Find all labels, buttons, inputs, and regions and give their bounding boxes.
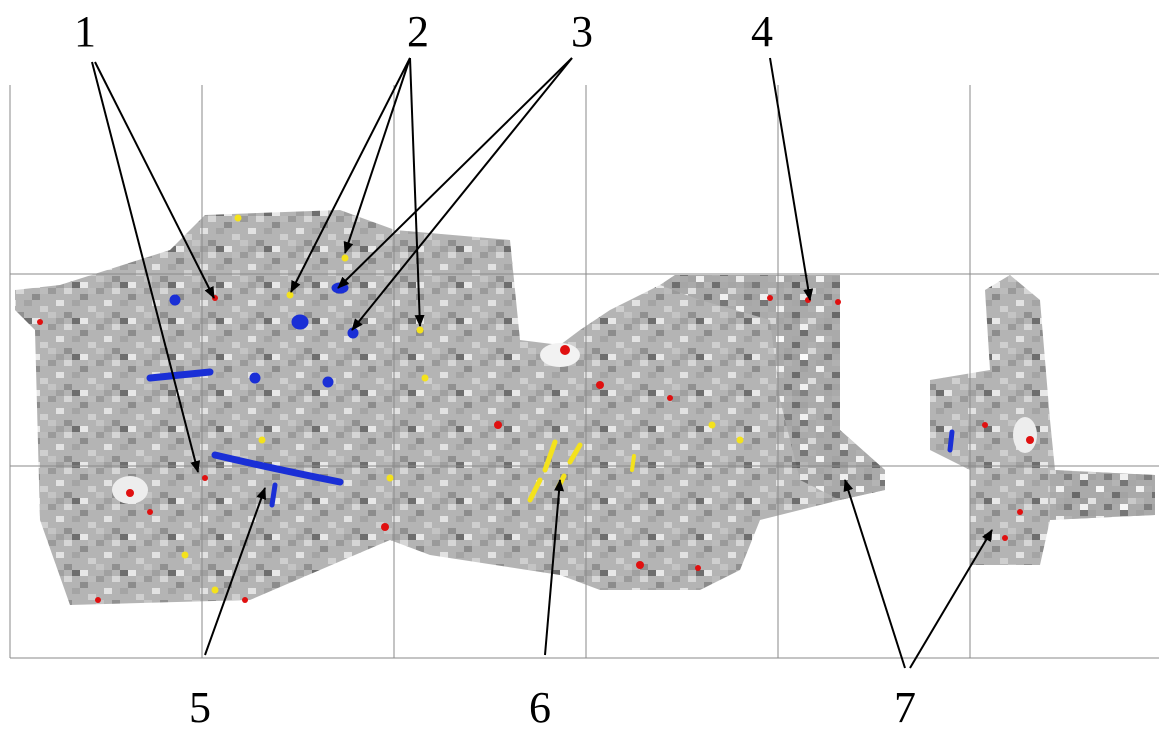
defect <box>291 314 309 330</box>
arrow <box>351 57 573 331</box>
callout-label: 6 <box>529 683 551 731</box>
defect <box>567 442 583 465</box>
defect <box>37 319 43 325</box>
callout-label: 3 <box>571 7 593 56</box>
defect <box>126 489 134 497</box>
defect <box>322 376 334 388</box>
arrow <box>909 529 993 669</box>
scan-edge <box>660 275 885 500</box>
arrow <box>337 57 573 289</box>
arrow <box>409 57 425 327</box>
defect <box>331 282 349 294</box>
defect <box>147 509 153 515</box>
defect <box>234 214 242 222</box>
defect <box>947 429 955 453</box>
defect <box>381 523 389 531</box>
void <box>540 343 580 367</box>
defect <box>181 551 189 559</box>
defect <box>286 291 294 299</box>
callout-label: 1 <box>74 7 96 56</box>
arrow <box>290 57 411 293</box>
scan-region <box>930 275 1155 565</box>
arrow <box>544 479 565 656</box>
callout-label: 2 <box>407 7 429 56</box>
defect <box>211 451 344 486</box>
callout-label: 5 <box>189 683 211 731</box>
defect <box>542 439 558 473</box>
defect <box>421 374 429 382</box>
callout-label: 7 <box>894 683 916 731</box>
defect <box>416 326 424 334</box>
void <box>1013 417 1037 453</box>
scan-region <box>15 210 885 605</box>
defect <box>242 597 248 603</box>
callout-arrows <box>91 57 993 669</box>
defect <box>258 436 266 444</box>
defect <box>630 454 636 472</box>
defect <box>736 436 744 444</box>
arrow <box>769 57 814 301</box>
defect <box>695 565 701 571</box>
defect <box>667 395 673 401</box>
callout-label: 4 <box>751 7 773 56</box>
red-defects <box>37 295 1034 603</box>
defect <box>596 381 604 389</box>
defect <box>636 561 644 569</box>
defect <box>269 482 278 508</box>
scan-edge <box>1050 470 1155 520</box>
defect <box>1017 509 1023 515</box>
defect <box>169 294 181 306</box>
arrow <box>91 61 201 473</box>
arrow <box>343 57 411 254</box>
defect <box>341 254 349 262</box>
defect <box>211 586 219 594</box>
defect <box>1002 535 1008 541</box>
defect <box>1026 436 1034 444</box>
yellow-defects <box>181 214 744 594</box>
defect <box>708 421 716 429</box>
defect <box>767 295 773 301</box>
arrow <box>843 479 906 669</box>
defect <box>494 421 502 429</box>
arrow <box>94 61 215 299</box>
defect <box>527 477 543 503</box>
defect <box>146 368 214 382</box>
defect <box>835 299 841 305</box>
defect <box>202 475 208 481</box>
defect <box>249 372 261 384</box>
defect <box>95 597 101 603</box>
defect <box>560 345 570 355</box>
defect <box>386 474 394 482</box>
arrow <box>204 487 266 656</box>
blue-defects <box>146 282 955 508</box>
defect <box>982 422 988 428</box>
